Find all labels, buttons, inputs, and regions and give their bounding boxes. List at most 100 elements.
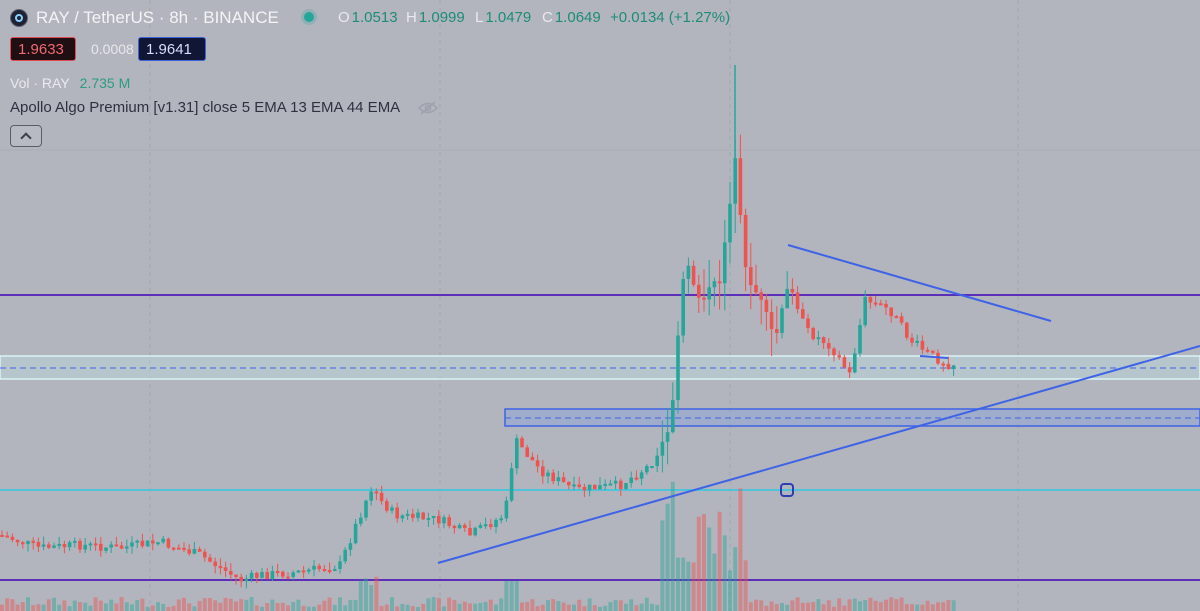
volume-bar: [483, 601, 488, 611]
candle-body: [889, 307, 893, 317]
anchor-handle: [780, 483, 794, 497]
drawing-tools[interactable]: [437, 244, 1200, 564]
volume-bar: [442, 606, 446, 611]
volume-bar: [540, 604, 545, 611]
candle-body: [312, 565, 316, 570]
volume-bar: [114, 603, 119, 611]
volume-bar: [98, 600, 103, 611]
collapse-legend-button[interactable]: [10, 125, 42, 147]
volume-bar: [52, 597, 56, 611]
candle-body: [31, 540, 35, 543]
candle-body: [733, 158, 737, 204]
volume-bar: [20, 602, 25, 611]
candle-body: [260, 572, 264, 578]
candle-body: [478, 525, 483, 528]
candle-body: [296, 570, 301, 573]
volume-bar: [291, 601, 296, 611]
volume-bar: [884, 599, 888, 611]
volume-bar: [722, 535, 727, 611]
volume-bar: [873, 600, 878, 611]
volume-bar: [551, 599, 556, 611]
volume-bar: [327, 597, 332, 611]
volume-bar: [228, 598, 233, 611]
candle-body: [10, 536, 15, 540]
volume-bar: [478, 602, 483, 611]
volume-bar: [738, 488, 743, 611]
volume-bar: [894, 599, 899, 611]
candle-body: [697, 284, 701, 298]
ask-price-button[interactable]: 1.9641: [138, 37, 206, 61]
candle-body: [421, 512, 425, 520]
candle-body: [676, 335, 680, 401]
candle-body: [114, 544, 119, 547]
volume-bar: [665, 503, 670, 611]
candle-body: [151, 540, 155, 544]
candle-body: [442, 517, 446, 524]
volume-bar: [5, 598, 10, 611]
volume-bar: [670, 481, 675, 611]
candle-body: [905, 322, 909, 338]
candle-body: [691, 265, 696, 285]
volume-bar: [577, 599, 582, 611]
candle-body: [353, 523, 358, 544]
bid-price-button[interactable]: 1.9633: [10, 37, 76, 61]
volume-bar: [644, 597, 649, 611]
volume-bar: [946, 599, 951, 611]
candle-body: [182, 547, 186, 550]
candle-body: [608, 483, 613, 486]
volume-bar: [764, 605, 769, 611]
candle-body: [78, 540, 82, 550]
candle-body: [343, 549, 347, 562]
candlesticks: [0, 65, 956, 589]
volume-bar: [166, 606, 171, 611]
candle-body: [104, 547, 108, 551]
candle-body: [582, 486, 587, 491]
candle-body: [405, 513, 410, 516]
candle-body: [286, 576, 290, 579]
volume-bar: [868, 597, 873, 611]
candle-body: [333, 568, 337, 571]
candle-body: [36, 541, 41, 547]
spread-value: 0.0008: [91, 41, 134, 57]
candle-body: [827, 343, 831, 349]
candle-body: [764, 299, 769, 313]
horizontal-levels[interactable]: [0, 294, 1200, 581]
candle-body: [265, 572, 269, 580]
candle-body: [759, 292, 763, 300]
eye-slash-icon[interactable]: [418, 101, 438, 115]
volume-bar: [748, 602, 753, 611]
volume-bar: [202, 597, 207, 611]
ohlc-open: O 1.0513: [338, 9, 398, 26]
candle-body: [197, 548, 202, 552]
volume-bar: [572, 604, 576, 611]
candle-body: [73, 540, 77, 543]
volume-bar: [0, 604, 4, 611]
volume-bar: [608, 602, 613, 611]
volume-bar: [10, 599, 15, 611]
volume-bar: [587, 598, 592, 611]
volume-bar: [930, 604, 935, 611]
candle-body: [915, 340, 919, 343]
volume-legend[interactable]: Vol · RAY 2.735 M: [10, 75, 131, 91]
candle-body: [88, 543, 93, 546]
short-trendline: [919, 355, 949, 359]
volume-bar: [941, 602, 946, 611]
volume-bars: [0, 481, 956, 611]
volume-bar: [197, 600, 202, 611]
candle-body: [811, 327, 815, 340]
symbol-title[interactable]: RAY / TetherUS · 8h · BINANCE: [36, 8, 279, 27]
candle-body: [624, 483, 628, 489]
candle-body: [587, 484, 592, 491]
candle-body: [192, 548, 197, 554]
indicator-legend[interactable]: Apollo Algo Premium [v1.31] close 5 EMA …: [10, 99, 401, 116]
candle-body: [712, 281, 717, 288]
volume-bar: [338, 597, 342, 611]
candle-body: [374, 491, 379, 494]
volume-bar: [686, 561, 691, 611]
candle-body: [702, 297, 706, 300]
candle-body: [130, 542, 134, 547]
candle-body: [379, 492, 384, 502]
candle-body: [145, 540, 150, 547]
candle-body: [223, 567, 228, 571]
